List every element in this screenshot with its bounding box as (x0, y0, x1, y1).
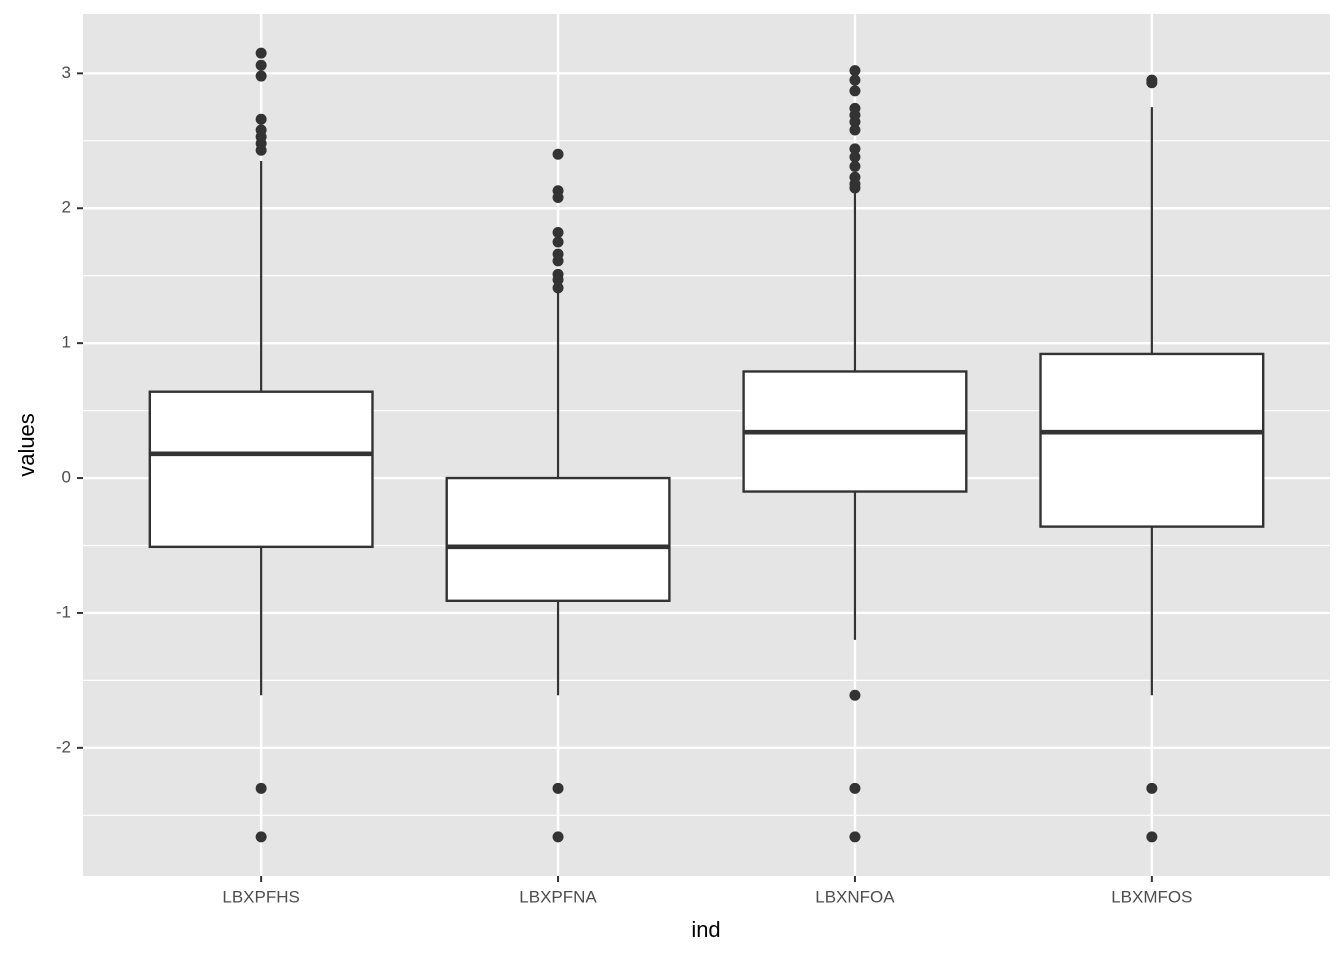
box (148, 390, 374, 549)
outlier (849, 124, 861, 136)
outlier (849, 182, 861, 194)
outlier (255, 70, 267, 82)
outlier (849, 65, 861, 77)
outlier (552, 236, 564, 248)
outlier (552, 227, 564, 239)
outlier (849, 151, 861, 163)
outlier (255, 47, 267, 59)
outlier (552, 831, 564, 843)
outlier (255, 831, 267, 843)
y-tick-label: 2 (62, 198, 71, 217)
y-tick-label: 0 (62, 468, 71, 487)
outlier (849, 689, 861, 701)
y-tick-label: -1 (56, 602, 71, 621)
outlier (255, 144, 267, 156)
y-tick-label: 1 (62, 333, 71, 352)
outlier (552, 191, 564, 203)
y-tick-label: -2 (56, 737, 71, 756)
outlier (1146, 782, 1158, 794)
x-tick-label: LBXPFHS (222, 887, 299, 906)
outlier (849, 116, 861, 128)
outlier (849, 831, 861, 843)
outlier (849, 782, 861, 794)
outlier (255, 59, 267, 71)
y-axis-title: values (14, 413, 39, 477)
x-tick-label: LBXPFNA (519, 887, 597, 906)
x-tick-label: LBXMFOS (1111, 887, 1192, 906)
outlier (552, 148, 564, 160)
y-tick-label: 3 (62, 63, 71, 82)
outlier (552, 782, 564, 794)
outlier (255, 782, 267, 794)
x-tick-label: LBXNFOA (815, 887, 895, 906)
outlier (255, 113, 267, 125)
x-axis-title: ind (691, 917, 720, 942)
outlier (1146, 831, 1158, 843)
outlier (1146, 77, 1158, 89)
box (445, 476, 671, 603)
box (1039, 352, 1265, 528)
outlier (552, 282, 564, 294)
outlier (552, 255, 564, 267)
outlier (849, 143, 861, 155)
outlier (849, 85, 861, 97)
outlier (849, 74, 861, 86)
outlier (552, 274, 564, 286)
outlier (849, 160, 861, 172)
